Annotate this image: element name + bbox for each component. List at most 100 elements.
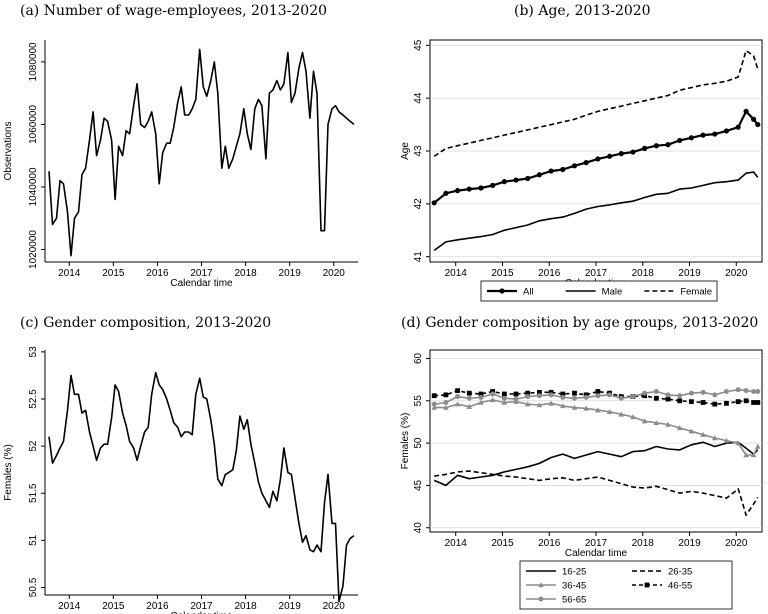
data-point <box>443 399 449 405</box>
data-point <box>700 389 706 395</box>
x-tick-label: 2018 <box>632 538 655 549</box>
data-point <box>642 393 648 399</box>
x-axis-title: Calendar time <box>170 611 233 614</box>
data-point <box>618 151 624 157</box>
data-point <box>595 393 601 399</box>
data-point <box>560 394 566 400</box>
x-tick-label: 2019 <box>678 538 701 549</box>
data-point <box>583 405 589 411</box>
data-point <box>454 188 461 194</box>
data-point <box>466 390 472 396</box>
legend-label-56-65: 56-65 <box>562 595 586 606</box>
data-point <box>676 425 683 431</box>
data-point <box>466 395 472 401</box>
panel-c-title: (c) Gender composition, 2013-2020 <box>20 315 272 331</box>
y-tick-label: 1060000 <box>28 105 39 144</box>
data-point <box>548 168 554 174</box>
chart-panel-b: 41424344452014201520162017201820192020Ca… <box>400 39 763 302</box>
data-point <box>688 399 694 405</box>
data-point <box>454 401 461 407</box>
x-tick-label: 2015 <box>491 268 514 279</box>
data-point <box>751 400 756 405</box>
data-point <box>677 398 683 404</box>
data-point <box>583 392 589 398</box>
data-point <box>735 399 741 405</box>
legend-marker <box>644 582 650 588</box>
data-point <box>700 132 706 138</box>
data-point <box>466 186 472 192</box>
data-point <box>641 418 648 424</box>
data-point <box>595 389 601 394</box>
data-point <box>455 394 461 400</box>
legend-label-46-55: 46-55 <box>668 581 692 592</box>
x-tick-label: 2016 <box>538 538 561 549</box>
data-point <box>560 403 566 409</box>
data-point <box>618 395 624 401</box>
data-point <box>525 390 531 396</box>
series-line-26-35 <box>434 470 759 516</box>
data-point <box>653 143 659 149</box>
data-point <box>630 414 636 420</box>
legend-label-Male: Male <box>602 287 623 298</box>
x-tick-label: 2020 <box>725 268 748 279</box>
data-point <box>735 440 741 446</box>
data-point <box>501 395 507 401</box>
legend-label-All: All <box>523 287 534 298</box>
data-point <box>431 404 438 410</box>
series-line-16-25 <box>433 441 759 487</box>
data-point <box>606 153 613 159</box>
data-point <box>743 452 749 458</box>
data-point <box>571 404 578 410</box>
y-tick-label: 50.5 <box>28 577 39 597</box>
data-point <box>665 392 671 398</box>
data-point <box>755 121 761 128</box>
data-point <box>642 390 648 396</box>
data-point <box>688 428 695 434</box>
data-point <box>735 387 741 393</box>
data-point <box>606 408 613 415</box>
data-point <box>501 399 508 405</box>
data-point <box>743 108 749 114</box>
data-point <box>711 435 718 441</box>
legend-marker <box>538 582 544 588</box>
x-tick-label: 2017 <box>585 268 608 279</box>
y-tick-label: 42 <box>413 198 424 210</box>
data-point <box>525 175 531 182</box>
x-tick-label: 2019 <box>678 268 701 279</box>
x-tick-label: 2018 <box>234 268 257 279</box>
x-axis-title: Calendar time <box>565 548 628 559</box>
y-tick-label: 1020000 <box>28 230 39 269</box>
legend-d: 16-25 26-35 36-45 46-55 56-65 <box>519 560 733 610</box>
data-point <box>583 160 589 166</box>
y-axis-title: Age <box>400 142 411 160</box>
y-tick-label: 40 <box>413 522 424 534</box>
legend-label-16-25: 16-25 <box>562 567 586 578</box>
series-line <box>48 48 355 257</box>
data-point <box>653 388 659 394</box>
data-point <box>466 403 473 409</box>
x-tick-label: 2020 <box>323 268 346 279</box>
chart-panel-a: 1020000 1040000 1060000 1080000 2014 2015 2016… <box>3 40 358 289</box>
data-point <box>595 156 601 162</box>
data-point <box>443 404 449 410</box>
x-tick-label: 2014 <box>445 268 468 279</box>
data-point <box>490 182 496 188</box>
legend-label-36-45: 36-45 <box>562 581 586 592</box>
data-point <box>630 394 636 400</box>
data-point <box>478 185 484 191</box>
data-point <box>490 391 496 397</box>
data-point <box>723 388 729 394</box>
data-point <box>677 137 683 144</box>
data-point <box>665 421 671 427</box>
panel-b-title: (b) Age, 2013-2020 <box>514 3 651 19</box>
x-tick-label: 2017 <box>585 538 608 549</box>
series-line-36-45 <box>434 399 759 456</box>
data-point <box>583 394 589 400</box>
y-tick-label: 51.5 <box>28 483 39 503</box>
data-point <box>754 443 761 449</box>
data-point <box>618 411 625 417</box>
y-tick-label: 60 <box>413 352 424 364</box>
data-point <box>750 452 757 458</box>
legend-label-26-35: 26-35 <box>668 567 692 578</box>
x-tick-label: 2017 <box>190 601 213 612</box>
